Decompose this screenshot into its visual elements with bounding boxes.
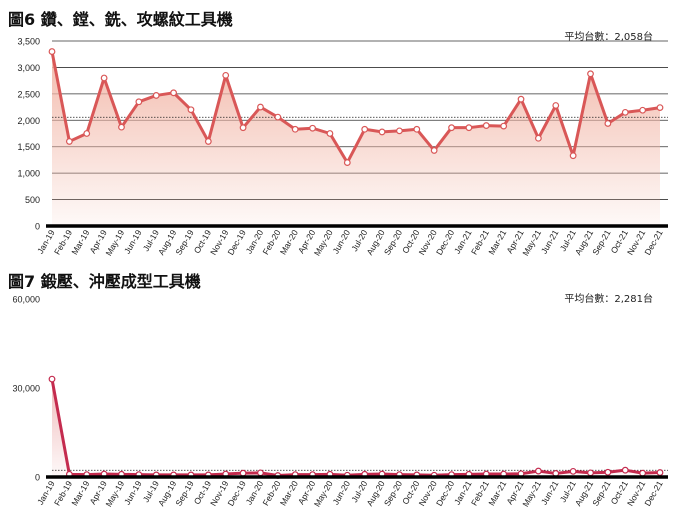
average-label: 平均台數： <box>564 32 615 43</box>
data-point <box>552 102 560 109</box>
data-point <box>222 71 230 79</box>
data-point <box>274 113 282 121</box>
data-point <box>378 128 386 136</box>
data-point <box>48 375 56 383</box>
average-note: 平均台數：2,058台 <box>564 28 653 43</box>
data-point <box>291 125 299 133</box>
average-value: 2,281台 <box>614 294 653 305</box>
data-point <box>639 469 647 477</box>
x-tick-label: Mar-20 <box>278 479 300 508</box>
data-point <box>500 122 508 130</box>
data-point <box>656 469 664 476</box>
y-tick-label: 0 <box>35 473 40 483</box>
data-point <box>621 108 629 116</box>
data-point <box>309 124 316 132</box>
data-point <box>204 138 212 145</box>
data-point <box>257 469 264 477</box>
data-point <box>396 127 403 135</box>
data-point <box>187 106 195 114</box>
data-point <box>326 130 334 137</box>
data-point <box>118 123 125 131</box>
x-tick-label: Mar-20 <box>278 228 300 257</box>
y-tick-label: 1,000 <box>17 169 40 179</box>
data-point <box>83 130 91 137</box>
y-tick-label: 3,500 <box>17 37 40 47</box>
y-tick-label: 3,000 <box>17 63 40 73</box>
data-point <box>604 468 612 476</box>
chart-forming-tools: 圖7 鍛壓、沖壓成型工具機 平均台數：2,281台 0 30,000 60,000 J… <box>0 262 681 527</box>
data-point <box>587 70 594 78</box>
data-point <box>135 98 143 106</box>
data-point <box>656 104 664 111</box>
data-point <box>535 134 542 142</box>
data-point <box>170 89 178 97</box>
data-point <box>482 122 490 129</box>
y-tick-label: 0 <box>35 222 40 232</box>
series-line <box>50 378 661 478</box>
chart-title: 圖7 鍛壓、沖壓成型工具機 <box>8 272 201 291</box>
x-tick-label: Mar-19 <box>69 479 91 508</box>
x-tick-label: Mar-19 <box>69 228 91 257</box>
data-point <box>361 125 369 133</box>
data-point <box>413 125 421 133</box>
data-point <box>239 469 247 477</box>
y-tick-label: 60,000 <box>12 295 40 305</box>
y-tick-label: 2,000 <box>17 116 40 126</box>
x-tick-label: Mar-21 <box>486 228 508 257</box>
average-note: 平均台數：2,281台 <box>564 290 653 305</box>
data-point <box>100 74 108 82</box>
data-point <box>535 467 542 475</box>
data-point <box>65 138 73 145</box>
chart-plot-area: 030,00060,000Jan-19Feb-19Mar-19Apr-19May… <box>12 295 668 509</box>
x-tick-label: Jun-20 <box>330 228 352 256</box>
average-value: 2,058台 <box>614 32 653 43</box>
data-point <box>621 466 629 474</box>
data-point <box>465 124 473 132</box>
data-point <box>430 147 438 154</box>
x-tick-label: Mar-21 <box>486 479 508 508</box>
chart-title: 圖6 鑽、鏜、銑、攻螺紋工具機 <box>8 10 233 29</box>
data-point <box>587 469 594 477</box>
data-point <box>152 92 160 99</box>
data-point <box>343 159 351 166</box>
y-tick-label: 500 <box>25 195 40 205</box>
x-tick-label: Jun-21 <box>539 479 561 507</box>
data-point <box>569 467 577 475</box>
data-point <box>517 95 525 103</box>
data-point <box>239 124 247 132</box>
area-fill <box>52 51 660 227</box>
data-point <box>639 106 647 114</box>
x-tick-label: Jun-21 <box>539 228 561 256</box>
area-fill <box>52 379 660 477</box>
data-point <box>569 152 577 160</box>
average-label: 平均台數： <box>564 294 615 305</box>
y-tick-label: 1,500 <box>17 142 40 152</box>
y-tick-label: 2,500 <box>17 89 40 99</box>
chart-machining-tools: 圖6 鑽、鏜、銑、攻螺紋工具機 平均台數：2,058台 0 500 1,000 1,5… <box>0 0 681 262</box>
x-tick-label: Jun-20 <box>330 479 352 507</box>
x-tick-label: Jun-19 <box>122 228 144 256</box>
chart-plot-area: 05001,0001,5002,0002,5003,0003,500Jan-19… <box>17 37 668 258</box>
data-point <box>257 103 264 111</box>
x-tick-label: Jun-19 <box>122 479 144 507</box>
y-tick-label: 30,000 <box>12 384 40 394</box>
data-point <box>448 124 455 132</box>
data-point <box>48 48 56 55</box>
data-point <box>604 120 612 127</box>
